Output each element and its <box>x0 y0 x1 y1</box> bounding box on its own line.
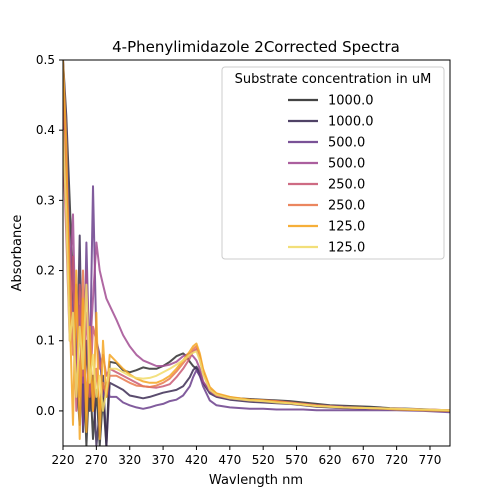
x-tick-label: 570 <box>285 453 308 467</box>
chart-title: 4-Phenylimidazole 2Corrected Spectra <box>112 38 400 56</box>
series-line-8 <box>63 130 450 412</box>
y-tick-label: 0.5 <box>36 53 55 67</box>
x-tick-label: 220 <box>52 453 75 467</box>
series-layer <box>63 60 450 446</box>
legend-label: 125.0 <box>328 241 365 256</box>
y-axis-label: Absorbance <box>10 215 25 292</box>
legend-label: 250.0 <box>328 199 365 214</box>
x-tick-label: 670 <box>352 453 375 467</box>
x-tick-label: 420 <box>185 453 208 467</box>
y-axis: 0.0 0.1 0.2 0.3 0.4 0.5 <box>36 53 63 418</box>
y-tick-label: 0.3 <box>36 193 55 207</box>
x-tick-label: 470 <box>218 453 241 467</box>
y-tick-label: 0.4 <box>36 123 55 137</box>
legend-label: 1000.0 <box>328 94 374 109</box>
legend-label: 1000.0 <box>328 115 374 130</box>
legend-title: Substrate concentration in uM <box>235 72 432 87</box>
x-tick-label: 770 <box>419 453 442 467</box>
legend-label: 250.0 <box>328 178 365 193</box>
y-tick-label: 0.1 <box>36 334 55 348</box>
legend-items: 1000.0 1000.0 500.0 500.0 250.0 250.0 125.0 125… <box>288 94 374 256</box>
x-tick-label: 720 <box>385 453 408 467</box>
legend-label: 125.0 <box>328 220 365 235</box>
x-tick-label: 270 <box>85 453 108 467</box>
legend-box <box>221 66 445 260</box>
x-tick-label: 520 <box>252 453 275 467</box>
x-axis-label: Wavlength nm <box>209 473 303 488</box>
legend: Substrate concentration in uM 1000.01000… <box>221 66 445 260</box>
legend-label: 500.0 <box>328 136 365 151</box>
x-tick-label: 370 <box>152 453 175 467</box>
x-tick-label: 320 <box>118 453 141 467</box>
plot-frame <box>62 59 451 447</box>
x-axis: 220 270 320 370 420 470 520 570 620 670 720 770 <box>52 446 442 467</box>
x-tick-label: 620 <box>318 453 341 467</box>
y-tick-label: 0.2 <box>36 264 55 278</box>
y-tick-label: 0.0 <box>36 404 55 418</box>
legend-label: 500.0 <box>328 157 365 172</box>
